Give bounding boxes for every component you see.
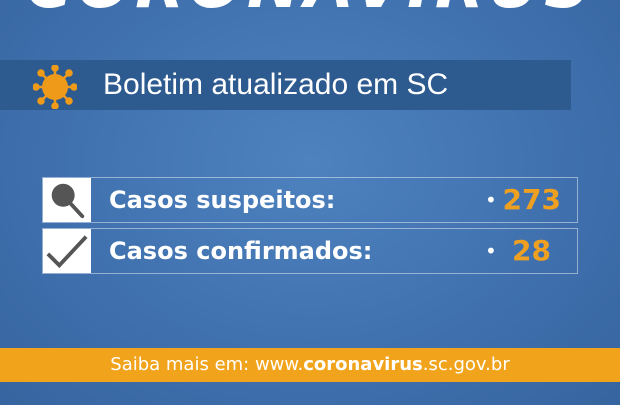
bulletin-title: Boletim atualizado em SC [103, 68, 449, 101]
suspected-cases-label: Casos suspeitos: [109, 186, 336, 214]
page-title: CORONAVIRUS [0, 0, 620, 18]
footer-prefix: Saiba mais em: www. [110, 354, 304, 375]
confirmed-cases-row: Casos confirmados: • 28 [42, 228, 578, 274]
confirmed-cases-value: 28 [512, 234, 551, 267]
suspected-cases-value: 273 [502, 183, 561, 216]
bulletin-banner [0, 60, 571, 110]
bullet: • [485, 239, 497, 263]
magnifier-icon [43, 178, 91, 222]
footer-bar: Saiba mais em: www.coronavirus.sc.gov.br [0, 348, 620, 382]
footer-link-highlight[interactable]: coronavirus [303, 354, 423, 375]
checkmark-icon [43, 229, 91, 273]
virus-icon [33, 65, 77, 109]
confirmed-cases-label: Casos confirmados: [109, 237, 373, 265]
footer-suffix: .sc.gov.br [422, 354, 510, 375]
bullet: • [485, 188, 497, 212]
suspected-cases-row: Casos suspeitos: • 273 [42, 177, 578, 223]
